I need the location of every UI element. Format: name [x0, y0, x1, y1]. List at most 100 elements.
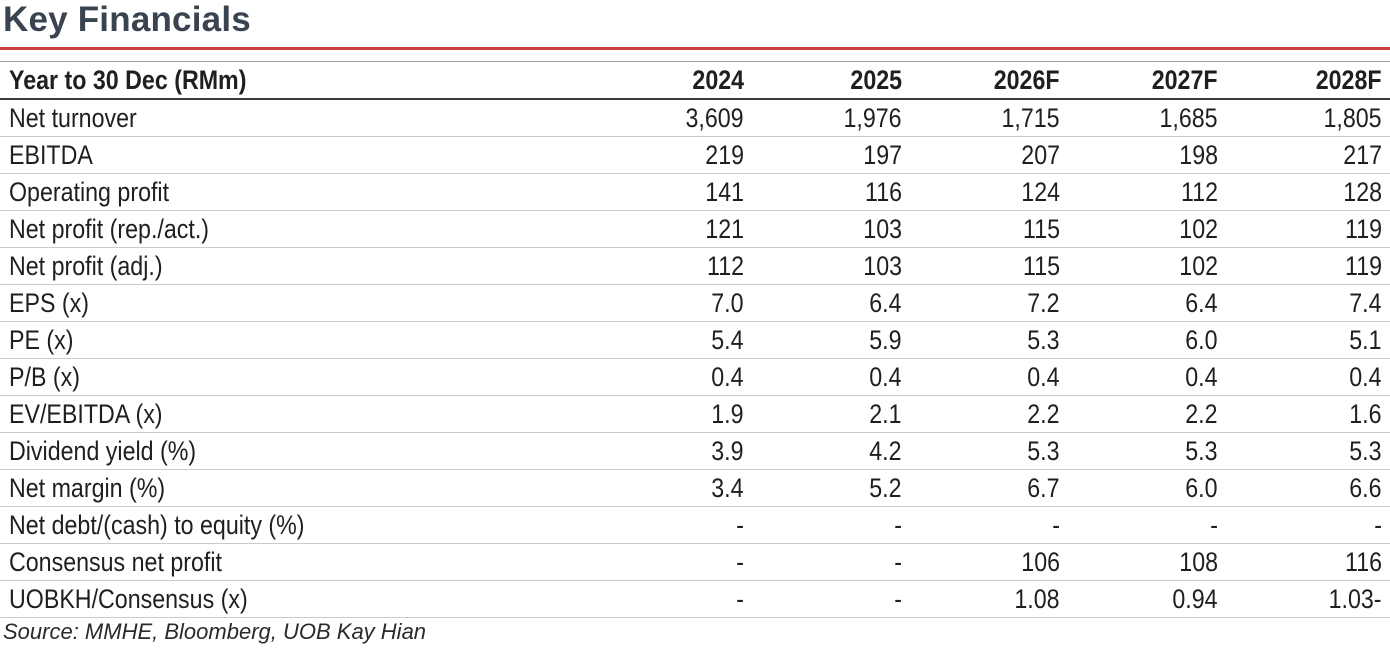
value-cell: 116 — [1226, 544, 1390, 581]
value-cell: - — [600, 507, 752, 544]
cell-value: 2.1 — [869, 399, 902, 429]
row-label-cell: Consensus net profit — [0, 544, 600, 581]
row-label-cell: Net turnover — [0, 99, 600, 137]
value-cell: 124 — [910, 174, 1068, 211]
row-label-cell: Net margin (%) — [0, 470, 600, 507]
value-cell: 108 — [1068, 544, 1226, 581]
row-label-cell: UOBKH/Consensus (x) — [0, 581, 600, 618]
value-cell: 198 — [1068, 137, 1226, 174]
table-row: UOBKH/Consensus (x) - - 1.08 0.94 1.03- — [0, 581, 1390, 618]
value-cell: 5.1 — [1226, 322, 1390, 359]
cell-value: - — [736, 510, 744, 540]
value-cell: 1.6 — [1226, 396, 1390, 433]
cell-value: 4.2 — [869, 436, 902, 466]
value-cell: - — [910, 507, 1068, 544]
header-year-text: 2028F — [1316, 65, 1382, 95]
value-cell: 6.6 — [1226, 470, 1390, 507]
cell-value: 1.08 — [1014, 584, 1060, 614]
table-row: Consensus net profit - - 106 108 116 — [0, 544, 1390, 581]
value-cell: 7.2 — [910, 285, 1068, 322]
row-label: Operating profit — [9, 177, 170, 207]
page-title: Key Financials — [3, 0, 251, 39]
cell-value: 116 — [1344, 547, 1382, 577]
cell-value: 119 — [1344, 251, 1382, 281]
value-cell: 112 — [600, 248, 752, 285]
row-label: EBITDA — [9, 140, 93, 170]
table-row: Net profit (adj.) 112 103 115 102 119 — [0, 248, 1390, 285]
value-cell: 0.4 — [1068, 359, 1226, 396]
cell-value: 198 — [1179, 140, 1218, 170]
value-cell: 7.4 — [1226, 285, 1390, 322]
value-cell: 5.3 — [910, 322, 1068, 359]
header-cell-2026f: 2026F — [910, 62, 1068, 100]
value-cell: 106 — [910, 544, 1068, 581]
source-note: Source: MMHE, Bloomberg, UOB Kay Hian — [3, 619, 427, 644]
cell-value: 6.0 — [1185, 473, 1218, 503]
cell-value: 7.4 — [1349, 288, 1382, 318]
cell-value: - — [1052, 510, 1060, 540]
header-cell-2027f: 2027F — [1068, 62, 1226, 100]
table-row: Operating profit 141 116 124 112 128 — [0, 174, 1390, 211]
row-label: Net turnover — [9, 103, 137, 133]
cell-value: 6.6 — [1349, 473, 1382, 503]
cell-value: 5.3 — [1349, 436, 1382, 466]
cell-value: 219 — [705, 140, 744, 170]
row-label-cell: P/B (x) — [0, 359, 600, 396]
value-cell: 0.4 — [1226, 359, 1390, 396]
cell-value: 5.4 — [711, 325, 744, 355]
cell-value: - — [894, 584, 902, 614]
row-label-cell: EBITDA — [0, 137, 600, 174]
header-label-text: Year to 30 Dec (RMm) — [9, 65, 247, 95]
row-label: Consensus net profit — [9, 547, 222, 577]
cell-value: 7.2 — [1027, 288, 1060, 318]
cell-value: 116 — [864, 177, 902, 207]
row-label-cell: PE (x) — [0, 322, 600, 359]
row-label: P/B (x) — [9, 362, 80, 392]
row-label: Net profit (adj.) — [9, 251, 163, 281]
table-row: Net turnover 3,609 1,976 1,715 1,685 1,805 — [0, 99, 1390, 137]
value-cell: 3.9 — [600, 433, 752, 470]
value-cell: 4.2 — [752, 433, 910, 470]
value-cell: - — [1068, 507, 1226, 544]
value-cell: 121 — [600, 211, 752, 248]
value-cell: - — [752, 507, 910, 544]
cell-value: - — [894, 547, 902, 577]
cell-value: 1,976 — [843, 103, 902, 133]
header-row: Year to 30 Dec (RMm) 2024 2025 2026F 202… — [0, 61, 1390, 100]
cell-value: 1.03- — [1329, 584, 1382, 614]
value-cell: 1.03- — [1226, 581, 1390, 618]
header-cell-2025: 2025 — [752, 62, 910, 100]
cell-value: 3,609 — [685, 103, 744, 133]
header-cell-label: Year to 30 Dec (RMm) — [0, 62, 600, 100]
value-cell: 3.4 — [600, 470, 752, 507]
cell-value: 5.9 — [869, 325, 902, 355]
value-cell: 141 — [600, 174, 752, 211]
value-cell: 197 — [752, 137, 910, 174]
value-cell: 128 — [1226, 174, 1390, 211]
value-cell: 0.4 — [752, 359, 910, 396]
value-cell: 1,715 — [910, 99, 1068, 137]
table-row: EBITDA 219 197 207 198 217 — [0, 137, 1390, 174]
header-cell-2024: 2024 — [600, 62, 752, 100]
value-cell: 217 — [1226, 137, 1390, 174]
value-cell: 2.2 — [910, 396, 1068, 433]
cell-value: 141 — [705, 177, 744, 207]
cell-value: - — [736, 584, 744, 614]
cell-value: 128 — [1343, 177, 1382, 207]
value-cell: 1,685 — [1068, 99, 1226, 137]
cell-value: 2.2 — [1185, 399, 1218, 429]
row-label-cell: EPS (x) — [0, 285, 600, 322]
table-row: Dividend yield (%) 3.9 4.2 5.3 5.3 5.3 — [0, 433, 1390, 470]
table-body: Net turnover 3,609 1,976 1,715 1,685 1,805 EBI… — [0, 99, 1390, 618]
value-cell: 5.2 — [752, 470, 910, 507]
value-cell: 6.4 — [1068, 285, 1226, 322]
value-cell: 6.0 — [1068, 322, 1226, 359]
value-cell: 6.4 — [752, 285, 910, 322]
value-cell: 119 — [1226, 248, 1390, 285]
value-cell: - — [600, 544, 752, 581]
cell-value: 102 — [1179, 251, 1218, 281]
cell-value: 112 — [706, 251, 744, 281]
cell-value: 6.4 — [869, 288, 902, 318]
cell-value: 124 — [1021, 177, 1060, 207]
value-cell: 103 — [752, 211, 910, 248]
